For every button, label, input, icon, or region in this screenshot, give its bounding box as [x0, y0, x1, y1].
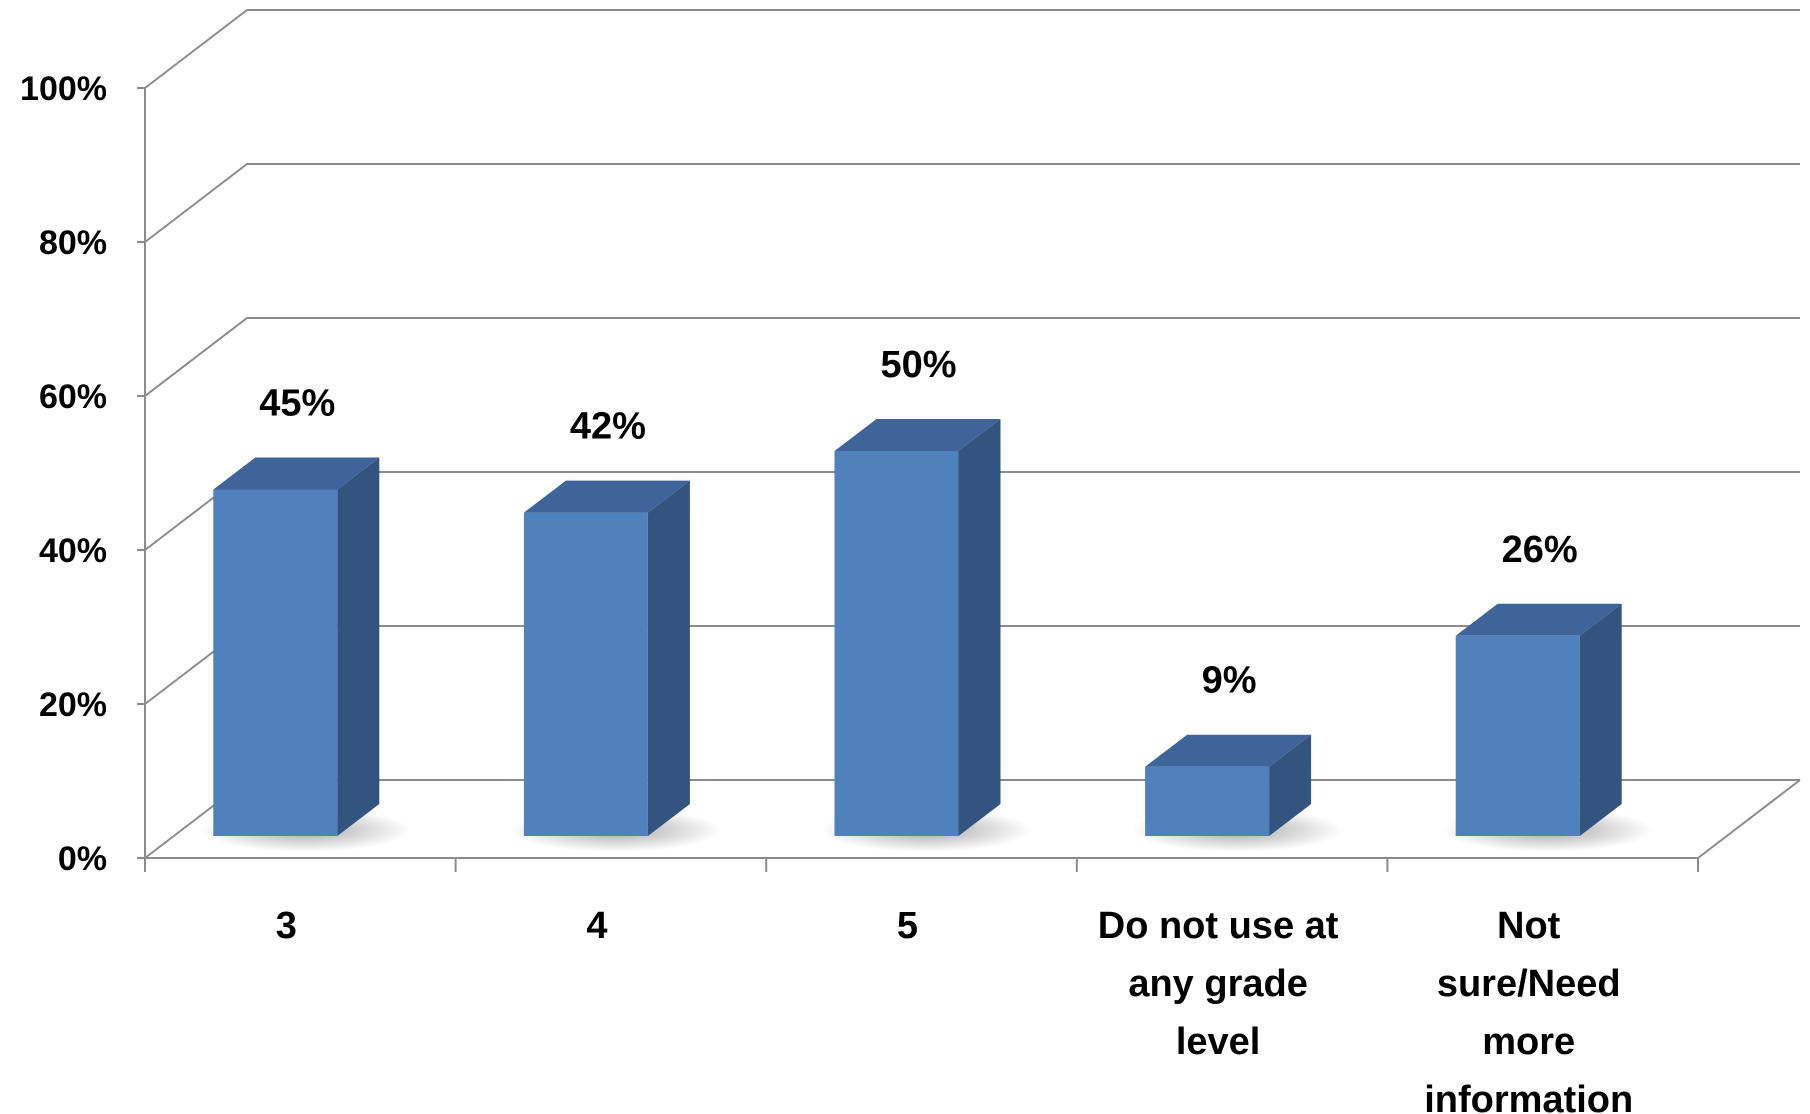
category-label-line: any grade: [1128, 963, 1308, 1005]
bar-top-face: [523, 480, 690, 513]
y-tick-label: 100%: [20, 70, 107, 108]
data-label: 9%: [1202, 660, 1257, 702]
category-label-line: more: [1482, 1021, 1575, 1063]
bar-top-face: [1455, 603, 1622, 636]
axes: [137, 87, 1801, 872]
bar-front-face: [213, 489, 338, 836]
gridline: [144, 163, 1800, 243]
gridline: [144, 317, 1800, 397]
bar-top-face: [834, 419, 1001, 451]
category-label: 5: [897, 905, 918, 947]
category-label: 4: [586, 905, 607, 947]
y-tick-label: 20%: [39, 686, 107, 724]
category-label-line: level: [1176, 1021, 1261, 1063]
bar-front-face: [523, 512, 648, 836]
bars: [213, 419, 1622, 836]
floor-right-edge: [1697, 779, 1801, 859]
bar-top-face: [213, 457, 380, 490]
bar-side-face: [1269, 734, 1312, 836]
y-tick-label: 80%: [39, 224, 107, 262]
bar: [834, 419, 1001, 836]
data-labels: 45% 42% 50% 9% 26%: [259, 344, 1577, 702]
bar-front-face: [1455, 635, 1580, 836]
category-label-line: 4: [586, 905, 607, 947]
y-tick-label: 60%: [39, 378, 107, 416]
data-label: 45%: [259, 383, 335, 425]
category-label-line: Not: [1497, 905, 1561, 947]
category-label-line: information: [1424, 1079, 1633, 1114]
category-label-line: sure/Need: [1437, 963, 1621, 1005]
y-tick-label: 40%: [39, 532, 107, 570]
category-labels: 3 4 5 Do not use at any grade level Not sure/Ne…: [276, 905, 1633, 1114]
bar-side-face: [337, 457, 380, 836]
y-axis-ticks: 0% 20% 40% 60% 80% 100%: [20, 70, 107, 878]
bar: [213, 457, 380, 836]
bar: [523, 480, 690, 836]
gridline: [144, 9, 1800, 89]
data-label: 50%: [880, 344, 956, 386]
bar-side-face: [647, 480, 690, 836]
bar: [1145, 734, 1312, 836]
bar-front-face: [1145, 766, 1270, 836]
data-label: 42%: [570, 406, 646, 448]
y-tick-label: 0%: [58, 840, 107, 878]
category-label-line: 3: [276, 905, 297, 947]
bar-front-face: [834, 451, 959, 836]
category-label: 3: [276, 905, 297, 947]
category-label: Do not use at any grade level: [1098, 905, 1339, 1063]
data-label: 26%: [1502, 529, 1578, 571]
category-label: Not sure/Need more information: [1424, 905, 1633, 1114]
bar: [1455, 603, 1622, 836]
bar-top-face: [1145, 734, 1312, 767]
bar-side-face: [1579, 603, 1622, 836]
category-label-line: Do not use at: [1098, 905, 1339, 947]
bar-side-face: [958, 419, 1001, 836]
category-label-line: 5: [897, 905, 918, 947]
